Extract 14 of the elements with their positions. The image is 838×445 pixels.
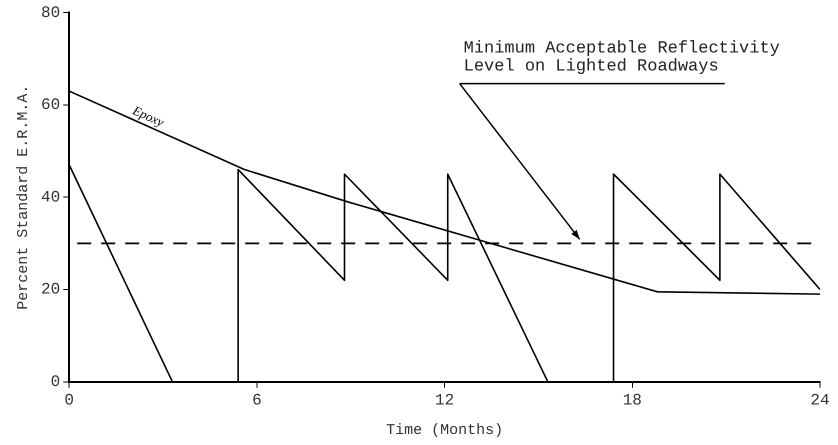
x-tick-label: 18 <box>622 392 642 410</box>
x-tick-label: 6 <box>252 392 262 410</box>
y-tick-label: 80 <box>41 4 60 22</box>
x-tick-label: 0 <box>64 392 74 410</box>
y-tick-label: 40 <box>41 188 60 206</box>
x-axis-title: Time (Months) <box>386 422 504 439</box>
y-tick-label: 60 <box>41 96 60 114</box>
text: Epoxy <box>130 102 167 130</box>
x-tick-label: 12 <box>435 392 454 410</box>
y-axis-title: Percent Standard E.R.M.A. <box>14 84 32 310</box>
y-tick-label: 20 <box>41 280 60 299</box>
y-tick-label: 0 <box>50 373 60 392</box>
x-tick-label: 24 <box>810 392 830 410</box>
ref-line-label: Minimum Acceptable Reflectivity Level on Lighted Roadways <box>464 40 780 77</box>
